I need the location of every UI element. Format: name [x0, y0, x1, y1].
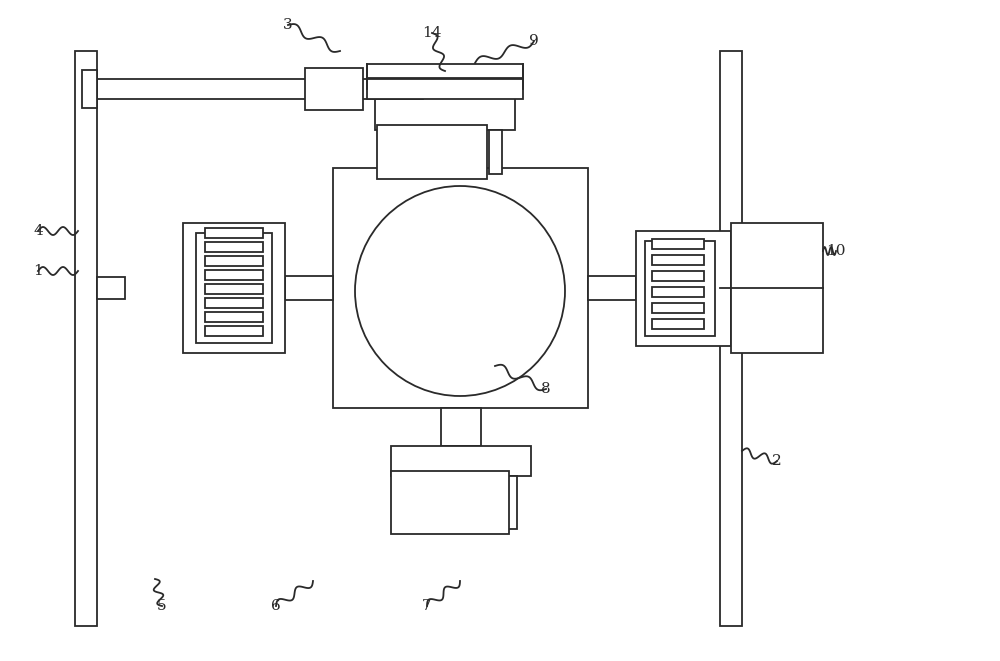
Bar	[447, 130, 460, 174]
Bar	[652, 287, 704, 297]
Bar	[384, 130, 397, 174]
Text: 9: 9	[529, 34, 539, 48]
Text: 14: 14	[422, 26, 442, 40]
Bar	[205, 326, 263, 336]
Text: 10: 10	[826, 244, 846, 258]
Bar	[305, 68, 363, 110]
Bar	[720, 51, 742, 626]
Bar	[441, 476, 454, 529]
Bar	[205, 256, 263, 266]
Bar	[205, 284, 263, 294]
Bar	[483, 476, 496, 529]
Bar	[333, 168, 588, 408]
Bar	[420, 476, 433, 529]
Bar	[196, 233, 272, 343]
Bar	[205, 228, 263, 238]
Text: 3: 3	[283, 18, 293, 32]
Bar	[441, 408, 481, 446]
Bar	[367, 64, 523, 78]
Bar	[652, 319, 704, 329]
Bar	[399, 476, 412, 529]
Bar	[75, 51, 97, 626]
Bar	[441, 130, 481, 168]
Bar	[652, 239, 704, 249]
Bar	[405, 130, 418, 174]
Bar	[391, 446, 531, 476]
Bar	[82, 70, 97, 108]
Bar	[375, 78, 515, 130]
Text: 6: 6	[271, 599, 281, 613]
Bar	[468, 130, 481, 174]
Bar	[183, 223, 285, 353]
Bar	[652, 255, 704, 265]
Bar	[205, 270, 263, 280]
Bar	[489, 130, 502, 174]
Bar	[645, 241, 715, 336]
Bar	[636, 231, 731, 346]
Bar	[462, 476, 475, 529]
Text: 8: 8	[541, 382, 551, 396]
Text: 2: 2	[772, 454, 782, 468]
Bar	[652, 303, 704, 313]
Bar	[205, 312, 263, 322]
Bar	[426, 130, 439, 174]
Text: 5: 5	[157, 599, 167, 613]
Text: 7: 7	[422, 599, 432, 613]
Bar	[97, 79, 423, 99]
Bar	[731, 223, 823, 353]
Bar	[367, 79, 523, 99]
Bar	[205, 298, 263, 308]
Bar	[285, 276, 333, 300]
Bar	[652, 271, 704, 281]
Bar	[97, 277, 125, 299]
Bar	[391, 471, 509, 534]
Bar	[588, 276, 636, 300]
Bar	[205, 242, 263, 252]
Text: 1: 1	[33, 264, 43, 278]
Bar	[377, 125, 487, 179]
Bar	[504, 476, 517, 529]
Text: 4: 4	[33, 224, 43, 238]
